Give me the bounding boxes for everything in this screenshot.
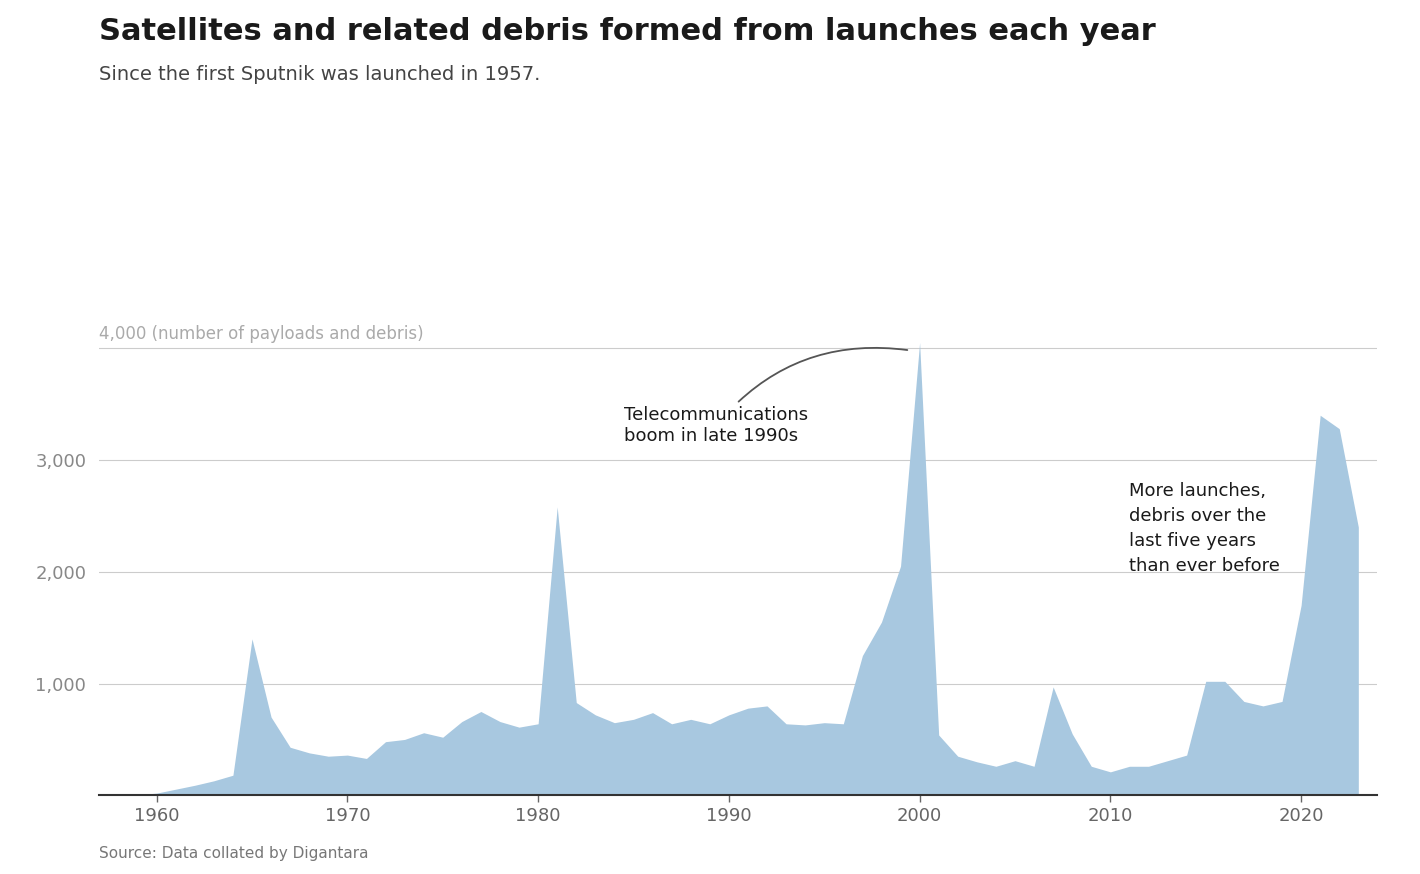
Text: Satellites and related debris formed from launches each year: Satellites and related debris formed fro… xyxy=(99,17,1156,46)
Text: Source: Data collated by Digantara: Source: Data collated by Digantara xyxy=(99,846,369,861)
Text: Since the first Sputnik was launched in 1957.: Since the first Sputnik was launched in … xyxy=(99,65,541,84)
Text: Telecommunications
boom in late 1990s: Telecommunications boom in late 1990s xyxy=(623,348,907,445)
Text: 4,000 (number of payloads and debris): 4,000 (number of payloads and debris) xyxy=(99,324,425,343)
Text: More launches,
debris over the
last five years
than ever before: More launches, debris over the last five… xyxy=(1129,482,1281,575)
